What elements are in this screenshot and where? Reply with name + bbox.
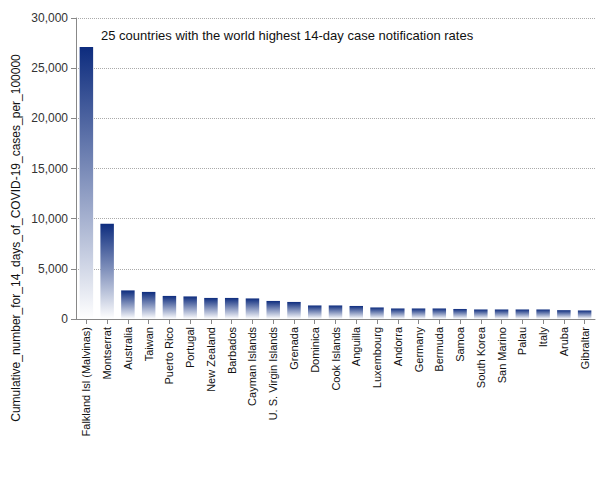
svg-text:Cumulative_number_for_14_days_: Cumulative_number_for_14_days_of_COVID-1…	[9, 54, 23, 422]
svg-text:30,000: 30,000	[31, 11, 68, 25]
svg-text:25,000: 25,000	[31, 61, 68, 75]
svg-text:San Marino: San Marino	[496, 327, 508, 383]
svg-text:Luxembourg: Luxembourg	[371, 327, 383, 388]
svg-text:Germany: Germany	[413, 327, 425, 373]
svg-text:Cayman Islands: Cayman Islands	[246, 327, 258, 406]
svg-text:Australia: Australia	[122, 326, 134, 370]
svg-text:Falkland Isl (Malvinas): Falkland Isl (Malvinas)	[80, 327, 92, 436]
svg-text:Anguilla: Anguilla	[350, 326, 362, 366]
svg-text:New Zealand: New Zealand	[205, 327, 217, 392]
svg-text:Aruba: Aruba	[558, 326, 570, 356]
svg-text:U. S. Virgin Islands: U. S. Virgin Islands	[267, 327, 279, 421]
svg-text:Samoa: Samoa	[454, 326, 466, 362]
svg-text:Italy: Italy	[537, 327, 549, 348]
svg-text:Taiwan: Taiwan	[143, 327, 155, 361]
svg-text:Montserrat: Montserrat	[101, 327, 113, 380]
svg-text:Andorra: Andorra	[392, 326, 404, 366]
svg-text:Palau: Palau	[516, 327, 528, 355]
svg-text:5,000: 5,000	[38, 262, 68, 276]
svg-text:10,000: 10,000	[31, 212, 68, 226]
svg-text:South Korea: South Korea	[475, 326, 487, 388]
svg-text:Portugal: Portugal	[184, 327, 196, 368]
svg-text:Grenada: Grenada	[288, 326, 300, 370]
svg-text:Gibraltar: Gibraltar	[579, 327, 591, 370]
svg-text:15,000: 15,000	[31, 162, 68, 176]
svg-text:0: 0	[61, 312, 68, 326]
svg-text:Puerto Rico: Puerto Rico	[163, 327, 175, 384]
svg-text:Dominica: Dominica	[309, 326, 321, 373]
svg-text:Cook Islands: Cook Islands	[330, 327, 342, 391]
svg-text:Barbados: Barbados	[226, 327, 238, 375]
svg-text:Bermuda: Bermuda	[433, 326, 445, 372]
svg-text:20,000: 20,000	[31, 111, 68, 125]
svg-text:25 countries with the world hi: 25 countries with the world highest 14-d…	[101, 28, 474, 43]
